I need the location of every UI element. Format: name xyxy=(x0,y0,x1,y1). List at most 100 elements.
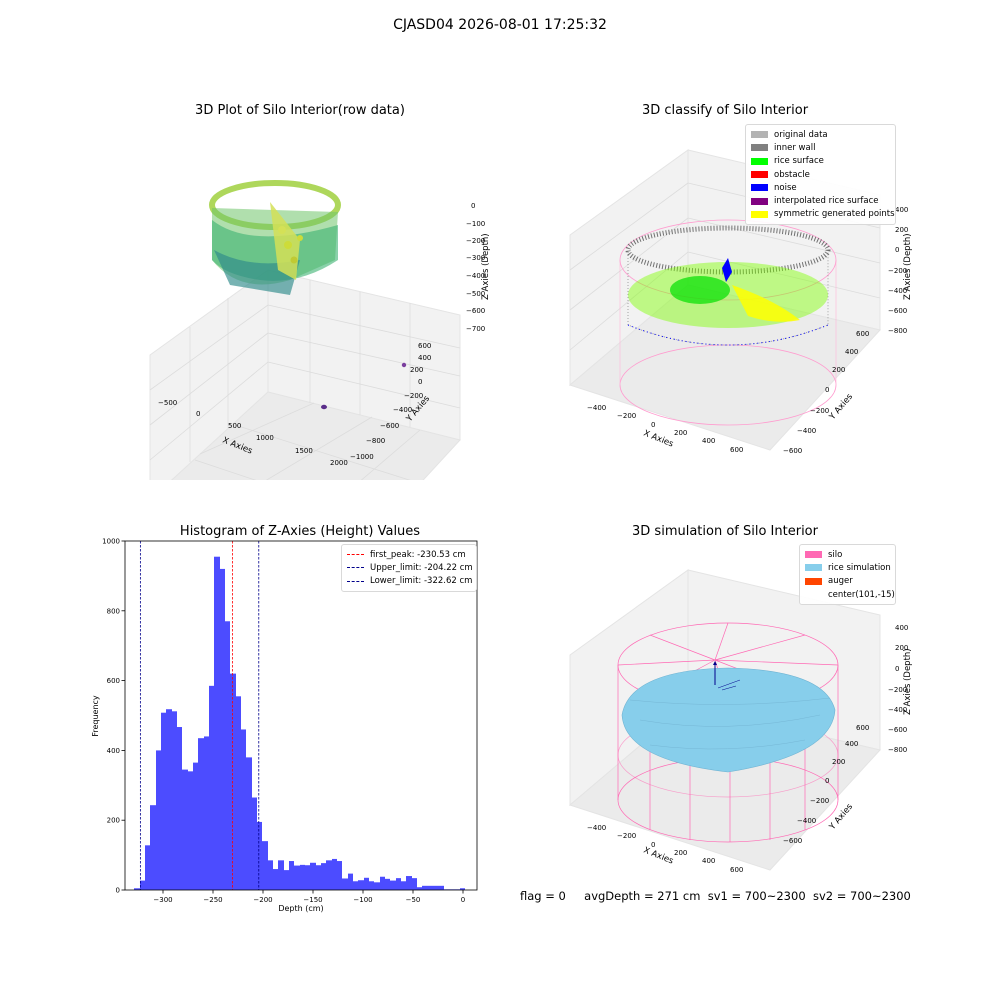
raw-ztick: −600 xyxy=(466,307,485,315)
histogram-bar xyxy=(412,878,417,890)
histogram-bar xyxy=(460,888,465,890)
classify-point-cloud xyxy=(619,219,837,426)
raw-ytick: 0 xyxy=(418,378,422,386)
raw-ytick: −400 xyxy=(393,406,412,414)
histogram-bar xyxy=(134,888,140,890)
classify-xtick: 0 xyxy=(651,421,655,429)
classify-xtick: −400 xyxy=(587,404,606,412)
simulation-xtick: 600 xyxy=(730,866,743,874)
legend-swatch xyxy=(805,551,822,559)
histogram-bar xyxy=(300,864,305,890)
legend-swatch xyxy=(805,577,822,585)
raw-xtick: 2000 xyxy=(330,459,348,467)
classify-xtick: −200 xyxy=(617,412,636,420)
raw-ztick: −700 xyxy=(466,325,485,333)
histogram-bar xyxy=(241,729,246,890)
simulation-ytick: 600 xyxy=(856,724,869,732)
histogram-bar xyxy=(353,881,358,890)
legend-item-rice-surface: rice surface xyxy=(751,155,889,168)
histogram-ytick-label: 600 xyxy=(107,677,120,685)
raw-ztick: −400 xyxy=(466,272,485,280)
histogram-bar xyxy=(316,865,321,890)
classify-ytick: 600 xyxy=(856,330,869,338)
classify-legend: original data inner wall rice surface ob… xyxy=(745,124,896,226)
histogram-bar xyxy=(246,757,252,890)
histogram-bar xyxy=(172,711,177,890)
legend-item-auger: auger xyxy=(805,575,889,588)
histogram-bar xyxy=(380,876,385,890)
simulation-ytick: −200 xyxy=(810,797,829,805)
histogram-bar xyxy=(406,876,412,890)
histogram-ytick-label: 200 xyxy=(107,817,120,825)
histogram-xtick-label: −250 xyxy=(203,896,222,904)
raw-ztick: −200 xyxy=(466,237,485,245)
histogram-xtick-label: −300 xyxy=(153,896,172,904)
legend-line xyxy=(347,554,364,556)
histogram-bar xyxy=(230,673,236,890)
histogram-reference-lines xyxy=(139,541,260,890)
simulation-rice-surface xyxy=(621,667,836,773)
legend-swatch xyxy=(751,171,768,179)
figure-title: CJASD04 2026-08-01 17:25:32 xyxy=(393,17,607,33)
histogram-bar xyxy=(396,878,401,890)
raw-ytick: 200 xyxy=(410,366,423,374)
histogram-xtick-label: 0 xyxy=(461,896,465,904)
legend-item-inner-wall: inner wall xyxy=(751,141,889,154)
histogram-bar xyxy=(204,736,209,890)
legend-line xyxy=(347,567,364,569)
histogram-bar xyxy=(337,861,342,890)
raw-pane-back xyxy=(149,269,461,480)
simulation-ztick: 0 xyxy=(895,665,899,673)
histogram-bar xyxy=(262,841,268,890)
simulation-ztick: −800 xyxy=(888,746,907,754)
histogram-xtick-label: −100 xyxy=(353,896,372,904)
simulation-ytick: −600 xyxy=(783,837,802,845)
histogram-bar xyxy=(166,709,172,890)
histogram-y-ticks: 0 200 400 600 800 1000 xyxy=(102,538,125,895)
legend-item-silo: silo xyxy=(805,548,889,561)
simulation-ztick: 400 xyxy=(895,624,908,632)
legend-item-obstacle: obstacle xyxy=(751,168,889,181)
classify-ytick: −200 xyxy=(810,407,829,415)
legend-item-rice-simulation: rice simulation xyxy=(805,561,891,574)
raw-xtick: −500 xyxy=(158,399,177,407)
histogram-ytick-label: 800 xyxy=(107,607,120,615)
histogram-bar xyxy=(198,738,204,890)
simulation-xtick: 0 xyxy=(651,841,655,849)
histogram-bar xyxy=(188,771,193,890)
legend-item-upper-limit: Upper_limit: -204.22 cm xyxy=(347,561,473,574)
histogram-frame xyxy=(124,540,478,891)
status-line: flag = 0 avgDepth = 271 cm sv1 = 700~230… xyxy=(520,889,911,903)
raw-ytick: −600 xyxy=(380,422,399,430)
histogram-bar xyxy=(428,885,433,890)
histogram-bar xyxy=(140,880,145,890)
histogram-bar xyxy=(182,769,188,890)
histogram-title: Histogram of Z-Axies (Height) Values xyxy=(179,524,421,539)
histogram-bar xyxy=(438,885,444,890)
raw-point-cloud xyxy=(209,180,407,410)
simulation-xtick: 400 xyxy=(702,857,715,865)
raw-ytick: 400 xyxy=(418,354,431,362)
status-sv2: sv2 = 700~2300 xyxy=(812,889,911,903)
histogram-xtick-label: −200 xyxy=(253,896,272,904)
simulation-3d-plot[interactable]: −400 −200 0 200 400 600 −600 −400 −200 0… xyxy=(500,540,1000,880)
raw-ytick: −1000 xyxy=(350,453,374,461)
classify-plot-title: 3D classify of Silo Interior xyxy=(641,103,809,118)
histogram-bar xyxy=(332,858,337,890)
simulation-ytick: 200 xyxy=(832,758,845,766)
classify-xtick: 400 xyxy=(702,437,715,445)
legend-item-first-peak: first_peak: -230.53 cm xyxy=(347,548,470,561)
histogram-bar xyxy=(310,862,316,890)
histogram-bar xyxy=(374,882,380,890)
histogram-bar xyxy=(364,877,369,890)
legend-swatch xyxy=(751,210,768,218)
simulation-ytick: 0 xyxy=(825,777,829,785)
histogram-bar xyxy=(161,712,166,890)
simulation-auger xyxy=(713,661,741,691)
classify-ytick: −400 xyxy=(797,427,816,435)
raw-ytick: −800 xyxy=(366,437,385,445)
simulation-xtick: −400 xyxy=(587,824,606,832)
histogram-chart[interactable]: −300 −250 −200 −150 −100 −50 0 0 200 400 600 800 10… xyxy=(0,530,500,930)
classify-ytick: 400 xyxy=(845,348,858,356)
raw-3d-plot[interactable]: −500 0 500 1000 1500 2000 −1000 −800 −60… xyxy=(0,120,500,480)
